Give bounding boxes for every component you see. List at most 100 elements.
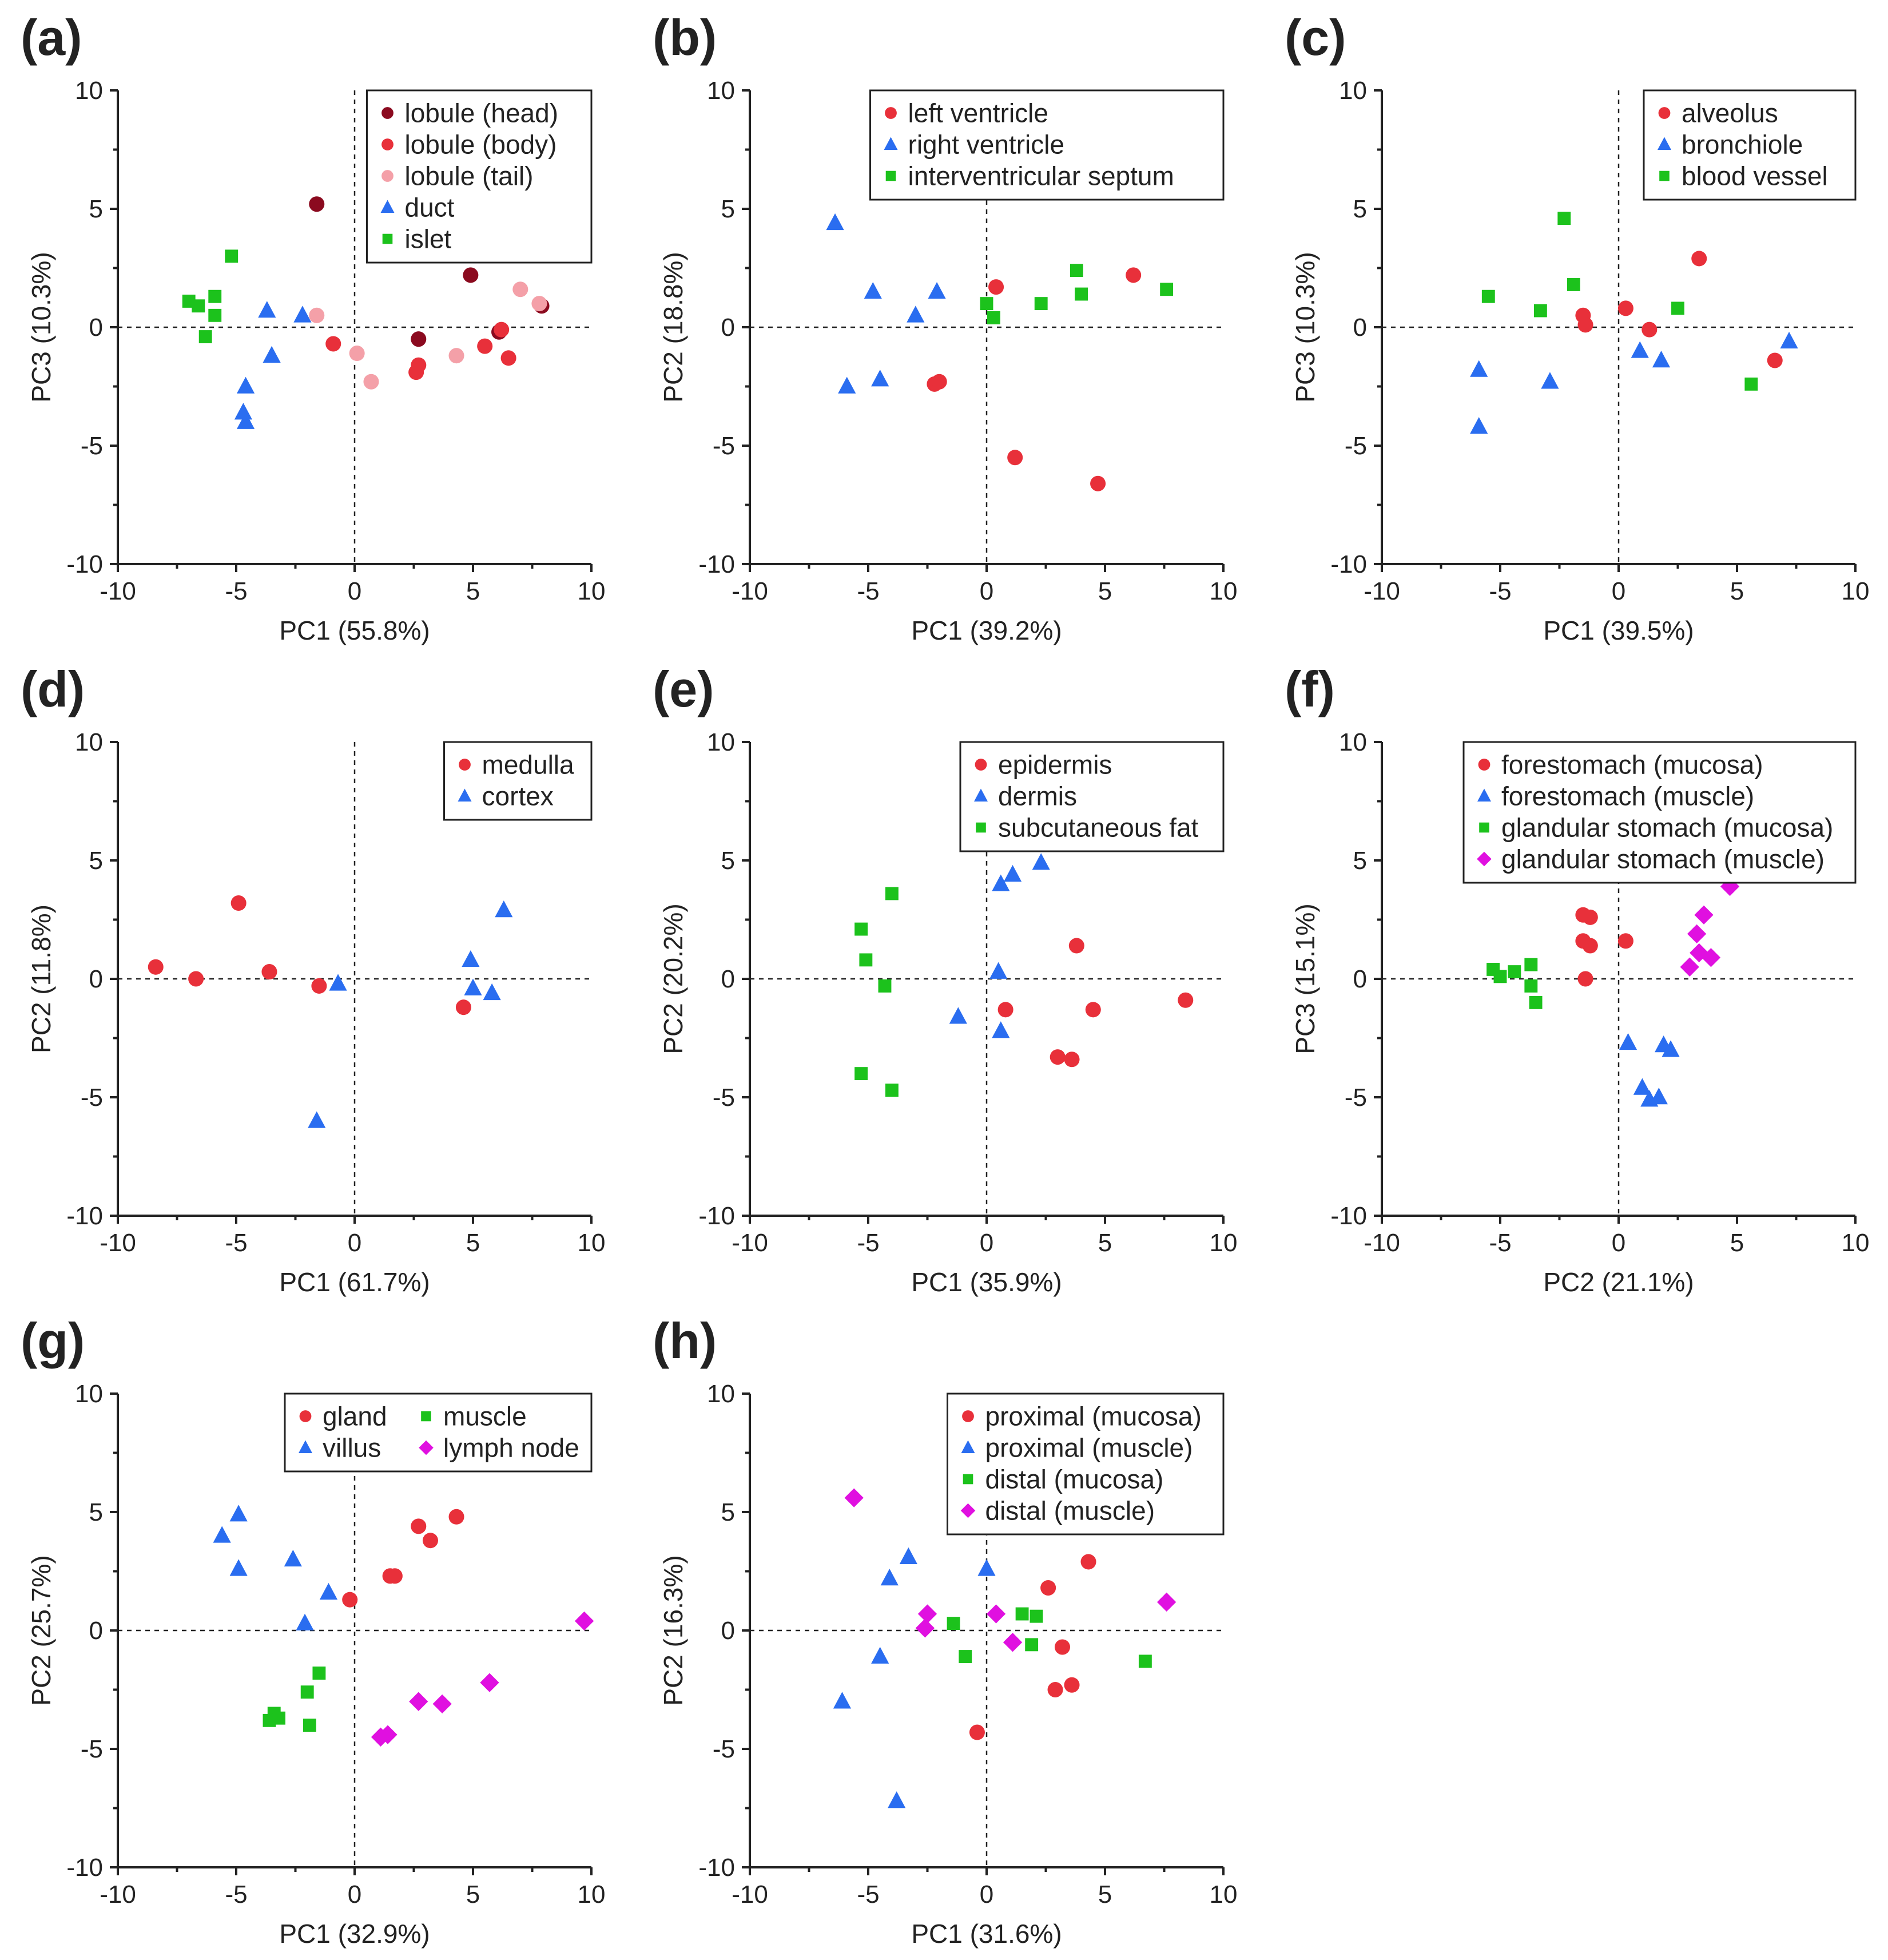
data-point — [997, 1002, 1013, 1018]
x-axis-title: PC1 (39.2%) — [911, 616, 1062, 645]
data-point — [988, 279, 1004, 295]
data-point — [854, 922, 868, 936]
data-point — [411, 331, 427, 347]
x-tick-label: -5 — [857, 1229, 879, 1257]
data-point — [263, 1713, 276, 1727]
x-tick-label: -5 — [1489, 1229, 1511, 1257]
data-point — [1054, 1639, 1070, 1655]
data-point — [1003, 864, 1022, 882]
x-axis-title: PC1 (61.7%) — [279, 1267, 430, 1297]
y-tick-label: 0 — [721, 314, 735, 342]
data-point — [342, 1592, 358, 1608]
y-tick-label: -10 — [1330, 550, 1367, 578]
data-point — [1007, 450, 1023, 466]
data-point — [1662, 1040, 1680, 1057]
legend-marker — [299, 1440, 312, 1453]
legend-marker — [1659, 170, 1670, 181]
data-point — [1003, 1633, 1023, 1652]
data-point — [899, 1547, 917, 1564]
data-point — [1126, 267, 1142, 283]
data-point — [888, 1791, 906, 1808]
legend-marker — [974, 788, 988, 802]
data-point — [448, 1509, 464, 1525]
data-point — [1617, 300, 1633, 316]
legend-label: distal (muscle) — [985, 1496, 1155, 1526]
data-point — [1701, 948, 1721, 967]
data-point — [188, 971, 204, 987]
data-point — [309, 196, 325, 212]
data-point — [1080, 1554, 1096, 1570]
legend-marker — [960, 1503, 976, 1518]
legend-label: right ventricle — [908, 130, 1065, 160]
data-point — [531, 296, 547, 312]
legend-label: forestomach (mucosa) — [1501, 750, 1763, 780]
data-point — [148, 959, 164, 975]
x-tick-label: -5 — [225, 1229, 247, 1257]
data-point — [494, 322, 510, 338]
data-point — [300, 1685, 314, 1699]
legend-marker — [381, 138, 394, 150]
data-point — [1631, 341, 1649, 358]
x-tick-label: -10 — [1364, 577, 1400, 605]
data-point — [480, 1673, 499, 1692]
legend: forestomach (mucosa)forestomach (muscle)… — [1462, 741, 1857, 884]
data-point — [1649, 1088, 1668, 1105]
legend-label: lymph node — [443, 1433, 579, 1463]
data-point — [1577, 317, 1593, 333]
x-tick-label: -10 — [100, 1229, 136, 1257]
data-point — [1577, 971, 1593, 987]
data-point — [387, 1568, 403, 1584]
legend-marker — [976, 822, 986, 833]
legend-label: alveolus — [1682, 98, 1778, 128]
data-point — [349, 346, 365, 362]
legend-marker — [975, 759, 987, 771]
data-point — [1508, 965, 1521, 979]
x-tick-label: 0 — [348, 577, 361, 605]
legend-marker — [380, 200, 395, 213]
x-tick-label: 5 — [466, 1229, 480, 1257]
data-point — [826, 213, 844, 231]
legend: proximal (mucosa)proximal (muscle)distal… — [947, 1392, 1225, 1536]
data-point — [854, 1067, 868, 1081]
data-point — [977, 1559, 996, 1576]
data-point — [455, 999, 471, 1015]
y-tick-label: -5 — [81, 1084, 103, 1112]
x-tick-label: 10 — [578, 577, 606, 605]
data-point — [989, 962, 1008, 979]
legend-marker — [419, 1440, 434, 1455]
panel-e: (e) -10-10 -5 -5 0 0 5 5 10 10 PC1 (35.9%) PC2 (20.… — [653, 661, 1237, 1297]
data-point — [1050, 1049, 1066, 1065]
y-axis-title: PC2 (18.8%) — [658, 252, 688, 402]
legend-box — [869, 89, 1225, 201]
data-point — [192, 299, 205, 313]
y-tick-label: 10 — [75, 728, 103, 756]
panel-label: (g) — [21, 1312, 85, 1369]
x-tick-label: -10 — [100, 1880, 136, 1909]
x-tick-label: 5 — [1098, 577, 1112, 605]
data-point — [234, 403, 253, 420]
x-axis-title: PC1 (55.8%) — [279, 616, 430, 645]
panel-a: (a) -10-10 -5 -5 0 0 5 5 10 10 PC1 (55.8%) PC3 (10.… — [21, 9, 605, 645]
panel-g: (g) -10-10 -5 -5 0 0 5 5 10 10 PC1 (32.9%) PC2 (25.… — [21, 1312, 605, 1949]
data-point — [1070, 264, 1083, 277]
x-tick-label: 5 — [1098, 1880, 1112, 1909]
data-point — [917, 1604, 937, 1624]
y-tick-label: -5 — [81, 1735, 103, 1763]
data-point — [258, 301, 276, 318]
x-tick-label: -5 — [225, 577, 247, 605]
data-point — [844, 1488, 864, 1507]
data-point — [915, 1618, 935, 1638]
data-point — [1582, 938, 1598, 954]
x-tick-label: -5 — [1489, 577, 1511, 605]
x-tick-label: 10 — [578, 1880, 606, 1909]
data-point — [293, 305, 312, 323]
legend-label: interventricular septum — [908, 161, 1174, 191]
legend-label: islet — [405, 224, 452, 254]
legend-label: lobule (tail) — [405, 161, 534, 191]
data-point — [864, 281, 882, 299]
data-point — [1567, 278, 1580, 291]
y-tick-label: 0 — [89, 314, 103, 342]
data-point — [229, 1559, 248, 1576]
data-point — [986, 1604, 1006, 1624]
